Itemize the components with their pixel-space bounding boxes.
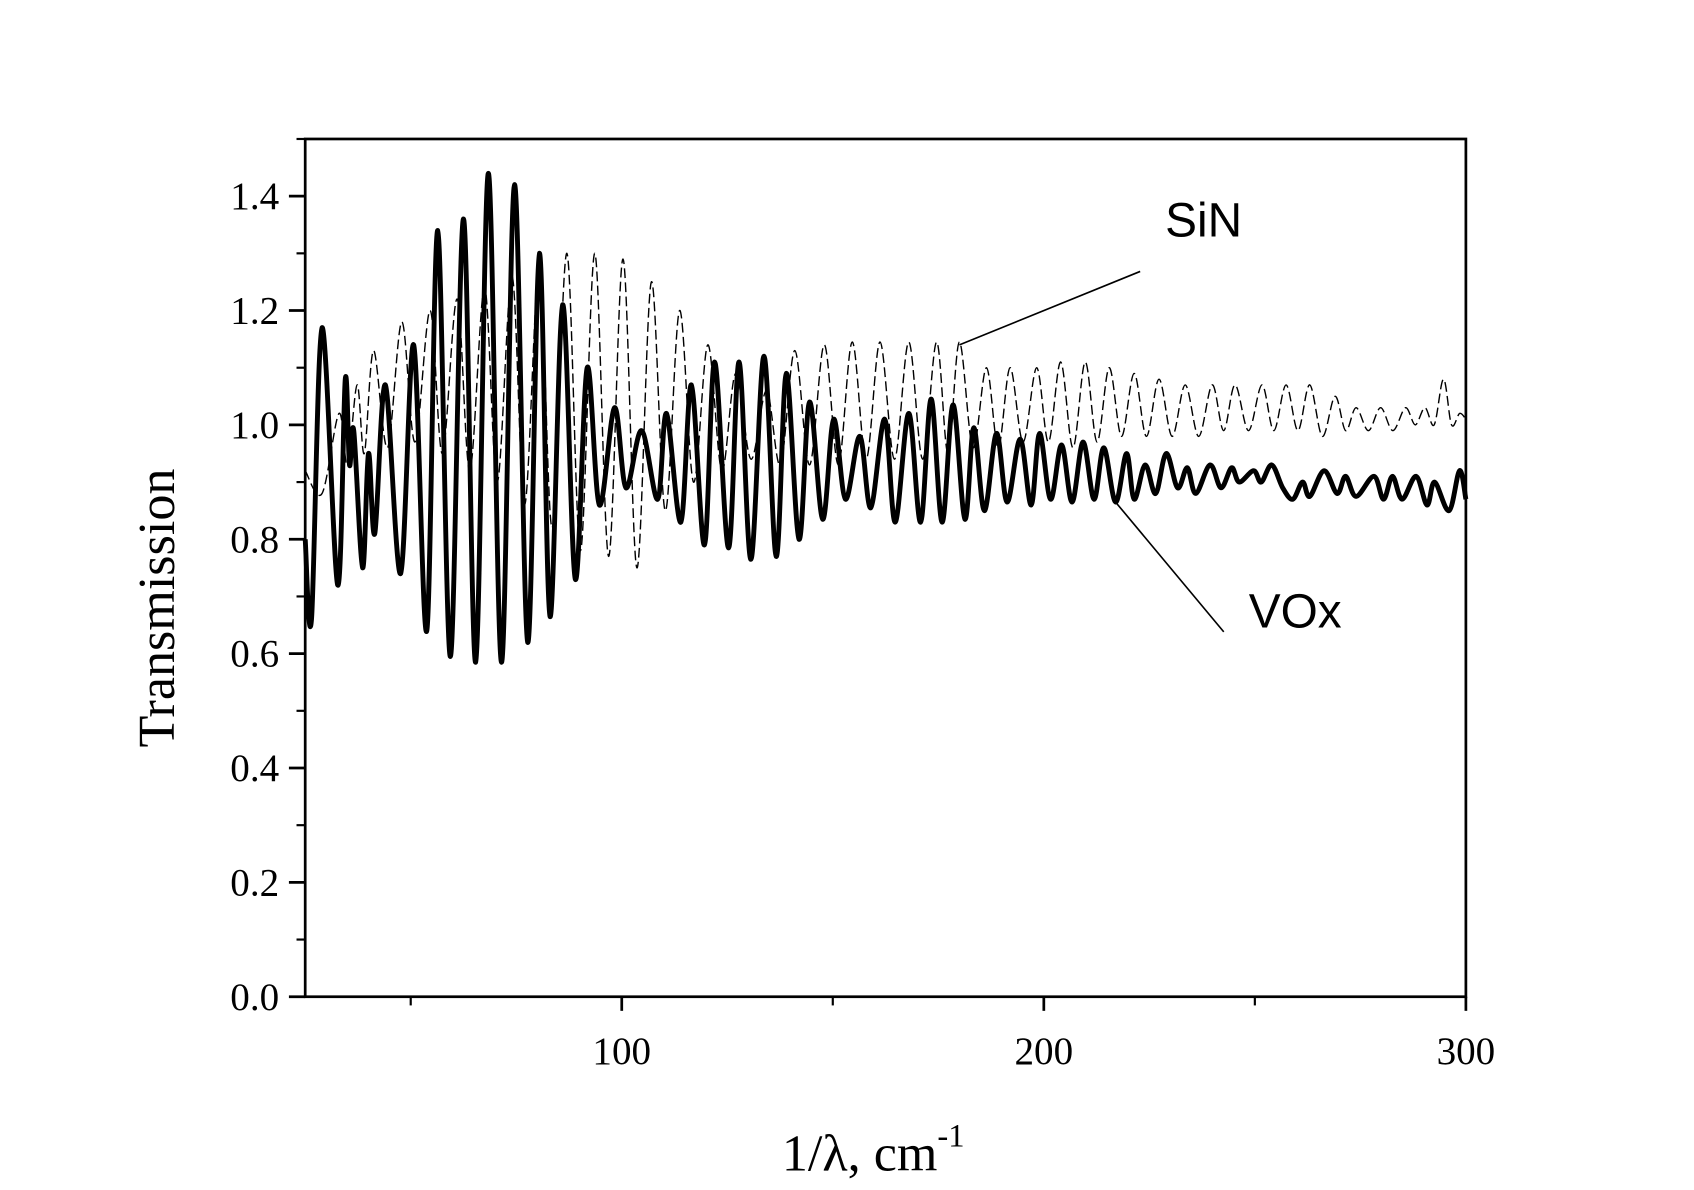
x-tick-label: 100 bbox=[592, 1030, 651, 1073]
plot-frame bbox=[303, 137, 1468, 999]
y-axis-title: Transmission bbox=[129, 469, 186, 748]
sin-label: SiN bbox=[1165, 195, 1242, 248]
y-tick-label: 0.0 bbox=[230, 976, 279, 1019]
sin-leader-line bbox=[959, 270, 1141, 346]
y-tick-label: 1.0 bbox=[230, 404, 279, 447]
y-tick-label: 1.2 bbox=[230, 290, 279, 333]
y-tick-label: 1.4 bbox=[230, 175, 279, 218]
vox-label: VOx bbox=[1249, 586, 1342, 639]
x-tick-label: 300 bbox=[1437, 1030, 1496, 1073]
y-tick-label: 0.6 bbox=[230, 633, 279, 676]
series-line-vox bbox=[302, 170, 1469, 665]
vox-leader-line bbox=[1114, 501, 1225, 633]
x-axis-title: 1/λ, cm-1 bbox=[782, 1119, 965, 1183]
x-axis-title-superscript: -1 bbox=[937, 1119, 964, 1155]
y-tick-label: 0.8 bbox=[230, 518, 279, 561]
annotation-layer: SiN VOx bbox=[959, 195, 1342, 639]
x-tick-label: 200 bbox=[1015, 1030, 1074, 1073]
y-tick-label: 0.2 bbox=[230, 861, 279, 904]
y-tick-label: 0.4 bbox=[230, 747, 279, 790]
series-line-sin bbox=[304, 252, 1467, 569]
series-layer bbox=[302, 170, 1469, 665]
x-axis-title-main: 1/λ, cm bbox=[782, 1125, 938, 1182]
ticks-layer: 100 200 300 0.0 0.2 0.4 0.6 0.8 1.0 1.2 1.4 bbox=[230, 137, 1496, 1073]
